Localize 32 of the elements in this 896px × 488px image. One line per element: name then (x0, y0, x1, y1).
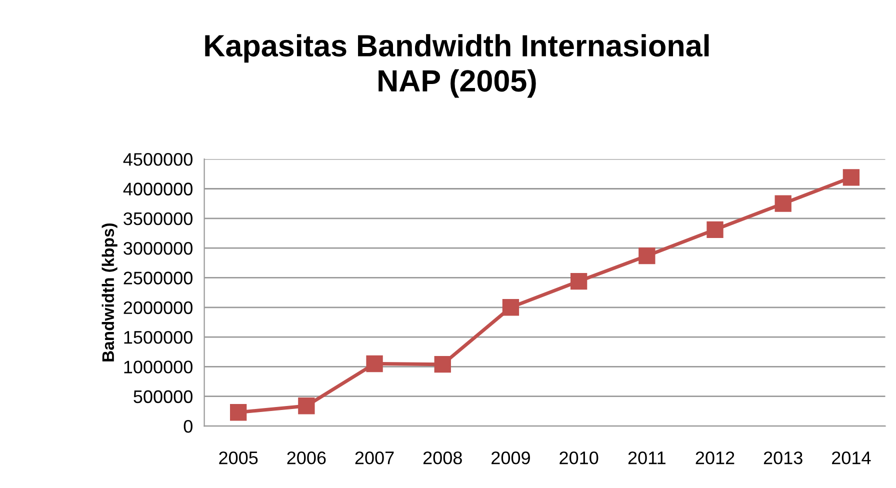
x-tick-label: 2006 (287, 452, 326, 464)
y-tick-label: 3500000 (124, 212, 192, 226)
y-tick-label: 500000 (134, 390, 192, 404)
x-tick-label: 2010 (560, 452, 598, 464)
chart-title: Kapasitas Bandwidth Internasional NAP (2005) (205, 34, 709, 98)
point (502, 299, 520, 316)
y-tick-label: 1000000 (124, 360, 192, 374)
y-tick-label: 1500000 (124, 330, 192, 344)
x-tick-label: 2014 (832, 452, 871, 464)
x-tick-label: 2008 (423, 452, 462, 464)
x-tick-label: 2012 (696, 452, 734, 464)
point (842, 169, 860, 186)
point (298, 398, 315, 414)
point (638, 247, 656, 264)
point (434, 356, 451, 373)
point (774, 195, 792, 212)
y-tick-label: 4500000 (123, 153, 192, 166)
y-axis-title: Bandwidth (kbps) (102, 223, 118, 362)
x-tick-label: 2007 (355, 452, 394, 464)
x-tick-label: 2013 (764, 452, 802, 464)
point (706, 221, 724, 238)
y-tick-label: 2500000 (124, 272, 192, 284)
point (366, 355, 383, 372)
x-tick-label: 2011 (628, 452, 666, 464)
y-tick-label: 0 (184, 420, 192, 433)
y-tick-label: 2000000 (124, 301, 192, 314)
x-tick-label: 2005 (219, 452, 258, 464)
y-tick-label: 4000000 (123, 182, 192, 196)
point (570, 272, 588, 290)
x-tick-label: 2009 (492, 452, 530, 464)
point (230, 404, 247, 421)
y-tick-label: 3000000 (124, 242, 192, 255)
